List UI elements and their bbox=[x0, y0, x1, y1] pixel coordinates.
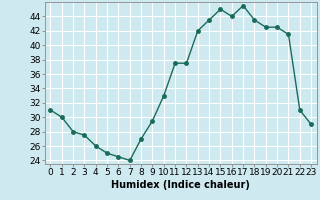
X-axis label: Humidex (Indice chaleur): Humidex (Indice chaleur) bbox=[111, 180, 250, 190]
